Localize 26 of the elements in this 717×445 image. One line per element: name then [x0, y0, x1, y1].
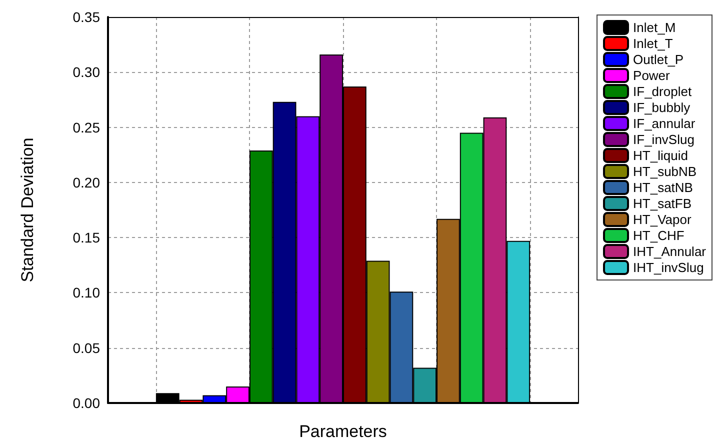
legend-label: HT_liquid	[633, 148, 688, 163]
legend-label: HT_satNB	[633, 180, 693, 195]
y-tick-label: 0.20	[72, 174, 100, 190]
y-tick-label: 0.35	[72, 9, 100, 25]
x-axis-title: Parameters	[299, 422, 387, 441]
y-tick-label: 0.30	[72, 64, 100, 80]
y-tick-label: 0.10	[72, 284, 100, 301]
legend-label: HT_subNB	[633, 164, 697, 179]
legend-label: HT_CHF	[633, 228, 684, 243]
y-tick-label: 0.00	[72, 395, 100, 411]
legend-label: IF_bubbly	[633, 100, 691, 115]
y-tick-label: 0.25	[72, 119, 100, 136]
legend-label: IF_droplet	[633, 84, 692, 99]
y-tick-label: 0.05	[72, 340, 100, 356]
y-tick-label: 0.15	[72, 230, 100, 246]
legend-label: IF_invSlug	[633, 132, 694, 147]
legend-label: IHT_invSlug	[633, 260, 704, 275]
legend-label: IF_annular	[633, 116, 696, 131]
legend-label: Inlet_M	[633, 20, 676, 35]
y-axis-title: Standard Deviation	[18, 138, 37, 282]
legend-label: HT_satFB	[633, 196, 692, 211]
legend-label: IHT_Annular	[633, 244, 707, 259]
legend-label: Power	[633, 68, 671, 83]
legend-label: HT_Vapor	[633, 212, 692, 227]
legend-label: Inlet_T	[633, 36, 673, 51]
legend-label: Outlet_P	[633, 52, 684, 67]
